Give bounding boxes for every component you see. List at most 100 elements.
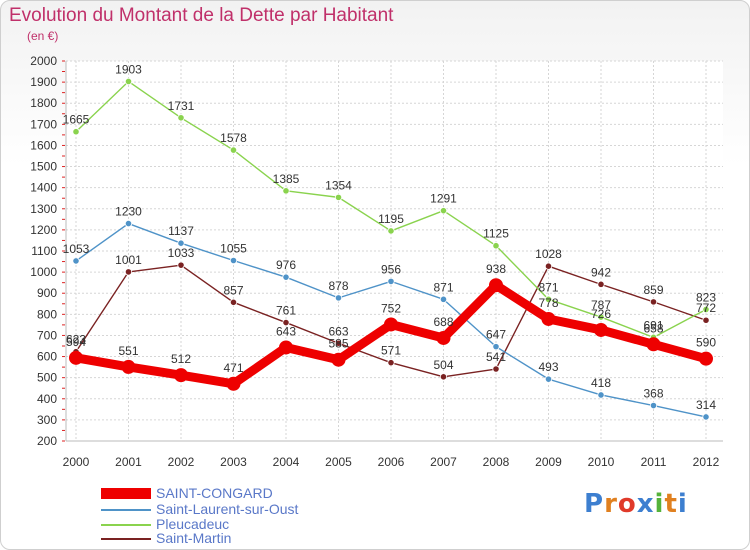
legend-swatch-saint-congard <box>101 488 151 499</box>
x-tick-label: 2006 <box>378 455 405 469</box>
data-label: 772 <box>696 301 716 315</box>
y-tick-label: 400 <box>37 392 57 406</box>
x-tick-label: 2012 <box>693 455 720 469</box>
y-tick-label: 500 <box>37 371 57 385</box>
data-label: 871 <box>538 280 558 294</box>
x-tick-label: 2009 <box>535 455 562 469</box>
y-tick-label: 1600 <box>30 138 57 152</box>
legend-label-saint-laurent-sur-oust: Saint-Laurent-sur-Oust <box>156 501 299 517</box>
data-point <box>541 311 556 326</box>
x-tick-label: 2003 <box>220 455 247 469</box>
data-point <box>702 305 710 314</box>
data-label: 368 <box>643 387 663 401</box>
y-tick-label: 1400 <box>30 181 57 195</box>
data-label: 314 <box>696 398 716 412</box>
data-point <box>649 401 658 410</box>
y-tick-label: 1100 <box>31 244 57 258</box>
data-point <box>282 273 290 281</box>
data-point <box>649 298 658 306</box>
data-point <box>544 295 553 303</box>
y-tick-label: 1200 <box>30 223 57 237</box>
y-tick-label: 900 <box>37 286 57 300</box>
data-point <box>646 337 661 352</box>
data-label: 504 <box>433 358 453 372</box>
data-label: 878 <box>328 279 348 293</box>
data-label: 658 <box>643 321 663 335</box>
data-label: 1053 <box>63 242 90 256</box>
data-label: 761 <box>276 304 296 318</box>
data-point <box>121 359 136 374</box>
data-point <box>387 359 395 367</box>
data-label: 643 <box>276 324 296 338</box>
data-label: 551 <box>118 344 138 358</box>
data-label: 493 <box>538 360 558 374</box>
y-tick-label: 300 <box>37 413 57 427</box>
y-tick-label: 600 <box>37 350 57 364</box>
x-tick-label: 2011 <box>641 455 667 469</box>
data-label: 571 <box>381 344 401 358</box>
data-label: 1354 <box>325 178 352 192</box>
data-label: 956 <box>381 262 401 276</box>
x-tick-label: 2002 <box>168 455 195 469</box>
data-point <box>334 193 343 201</box>
data-point <box>229 298 238 306</box>
data-point <box>177 114 185 122</box>
data-point <box>544 262 553 270</box>
brand-letter: x <box>636 489 655 519</box>
data-point <box>492 343 500 351</box>
data-point <box>597 391 605 399</box>
data-point <box>439 207 448 215</box>
x-tick-label: 2004 <box>273 455 300 469</box>
data-point <box>439 373 448 381</box>
legend-label-saint-congard: SAINT-CONGARD <box>156 485 273 501</box>
y-tick-label: 1500 <box>30 160 57 174</box>
data-label: 1385 <box>273 172 300 186</box>
data-label: 663 <box>328 324 348 338</box>
data-point <box>544 375 553 383</box>
data-label: 1731 <box>168 99 195 113</box>
data-label: 585 <box>328 337 348 351</box>
data-label: 1028 <box>535 247 562 261</box>
data-label: 1230 <box>115 205 142 219</box>
data-label: 1055 <box>220 242 247 256</box>
data-point <box>492 365 500 373</box>
data-label: 1665 <box>63 113 90 127</box>
y-tick-label: 1300 <box>30 202 57 216</box>
data-point <box>124 77 133 86</box>
y-tick-label: 1900 <box>30 75 57 89</box>
y-tick-label: 1000 <box>30 265 57 279</box>
data-label: 1125 <box>483 227 509 241</box>
data-point <box>124 219 133 228</box>
data-label: 942 <box>591 265 611 279</box>
x-tick-label: 2001 <box>115 455 142 469</box>
brand-letter: P <box>584 489 605 519</box>
legend-label-pleucadeuc: Pleucadeuc <box>156 516 230 532</box>
y-tick-label: 800 <box>37 307 57 321</box>
data-label: 1137 <box>168 224 194 238</box>
data-point <box>282 318 290 327</box>
data-point <box>282 187 290 195</box>
data-point <box>439 295 448 303</box>
data-point <box>597 313 605 321</box>
data-label: 590 <box>696 336 716 350</box>
data-label: 691 <box>643 318 663 332</box>
brand-letter: t <box>664 489 678 519</box>
data-point <box>124 268 133 276</box>
data-label: 1033 <box>168 246 195 260</box>
legend-swatch-pleucadeuc <box>101 524 151 526</box>
data-label: 688 <box>433 315 453 329</box>
brand-letter: i <box>677 489 688 519</box>
brand-letter: o <box>617 489 637 519</box>
x-tick-label: 2005 <box>325 455 352 469</box>
x-tick-label: 2007 <box>430 455 457 469</box>
data-label: 726 <box>591 307 611 321</box>
data-label: 471 <box>223 361 243 375</box>
data-label: 594 <box>66 335 86 349</box>
data-point <box>436 330 451 345</box>
data-label: 512 <box>171 352 191 366</box>
data-label: 823 <box>696 290 716 304</box>
x-tick-label: 2000 <box>63 455 90 469</box>
legend-label-saint-martin: Saint-Martin <box>156 530 232 546</box>
data-point <box>226 376 241 391</box>
